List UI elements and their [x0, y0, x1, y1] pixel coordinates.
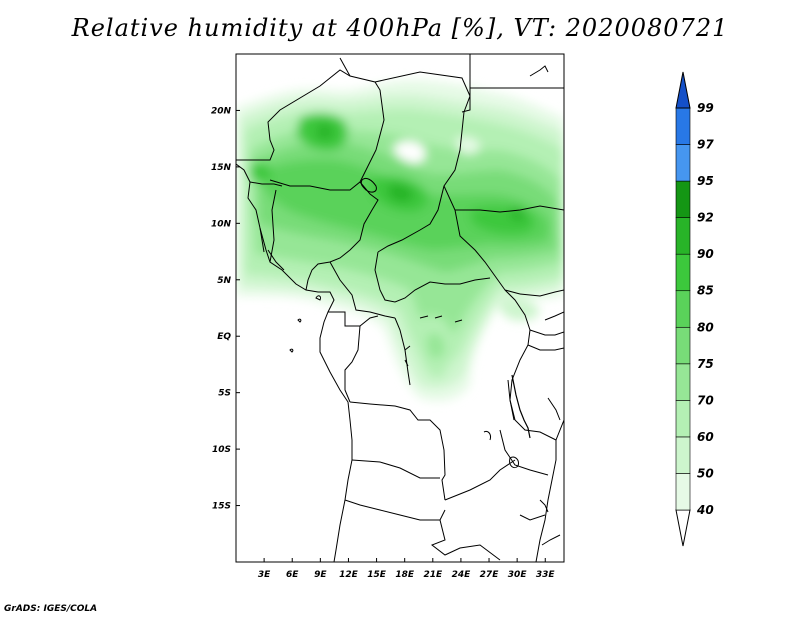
colorbar-segment	[675, 144, 691, 182]
lat-tick-label: 20N	[211, 106, 232, 116]
colorbar-segment	[675, 400, 691, 438]
lon-tick-label: 33E	[536, 570, 556, 580]
colorbar-level-label: 60	[697, 430, 714, 444]
colorbar-level-label: 85	[697, 284, 714, 298]
colorbar-level-label: 70	[697, 393, 714, 407]
map-frame	[235, 53, 565, 563]
colorbar-level-label: 99	[697, 101, 714, 115]
lon-tick-label: 21E	[423, 570, 443, 580]
lon-tick-label: 30E	[508, 570, 528, 580]
lat-tick-label: 5S	[218, 389, 231, 399]
colorbar-segment	[675, 107, 691, 145]
colorbar-level-label: 95	[697, 174, 714, 188]
longitude-axis: 3E 6E 9E 12E 15E 18E 21E 24E 27E 30E 33E	[258, 558, 556, 580]
colorbar-level-label: 40	[696, 503, 714, 517]
colorbar-segment	[675, 290, 691, 328]
lat-tick-label: 15N	[211, 163, 232, 173]
lon-tick-label: 12E	[339, 570, 359, 580]
colorbar: 40 50 60 70 75 80 85 90 92 95 97 99	[675, 71, 714, 547]
grads-credit: GrADS: IGES/COLA	[4, 604, 98, 614]
lon-tick-label: 3E	[258, 570, 271, 580]
colorbar-level-label: 80	[697, 320, 714, 334]
lon-tick-label: 9E	[314, 570, 327, 580]
lon-tick-label: 18E	[395, 570, 415, 580]
lon-tick-label: 15E	[367, 570, 387, 580]
coastlines-and-borders	[236, 54, 564, 562]
colorbar-level-label: 90	[697, 247, 714, 261]
colorbar-segment	[675, 217, 691, 255]
colorbar-segment	[675, 473, 691, 511]
colorbar-segment	[675, 326, 691, 365]
lon-tick-label: 6E	[286, 570, 299, 580]
lat-tick-label: 5N	[217, 276, 231, 286]
colorbar-level-label: 75	[697, 357, 714, 371]
colorbar-level-label: 50	[697, 466, 714, 480]
colorbar-segment	[675, 180, 691, 218]
colorbar-segment	[675, 436, 691, 474]
colorbar-lower-triangle	[675, 509, 691, 547]
lon-tick-label: 27E	[480, 570, 500, 580]
colorbar-segment	[675, 363, 691, 401]
colorbar-level-label: 97	[697, 138, 714, 152]
lat-tick-label: 15S	[212, 502, 231, 512]
colorbar-level-label: 92	[697, 211, 714, 225]
lat-tick-label: 10N	[211, 219, 232, 229]
latitude-axis: 20N 15N 10N 5N EQ 5S 10S 15S	[211, 106, 240, 512]
lat-tick-label: 10S	[212, 445, 231, 455]
lat-tick-label: EQ	[217, 332, 231, 342]
colorbar-upper-triangle	[675, 71, 691, 109]
map-title: Relative humidity at 400hPa [%], VT: 202…	[71, 14, 729, 42]
lon-tick-label: 24E	[452, 570, 472, 580]
colorbar-segment	[675, 253, 691, 292]
